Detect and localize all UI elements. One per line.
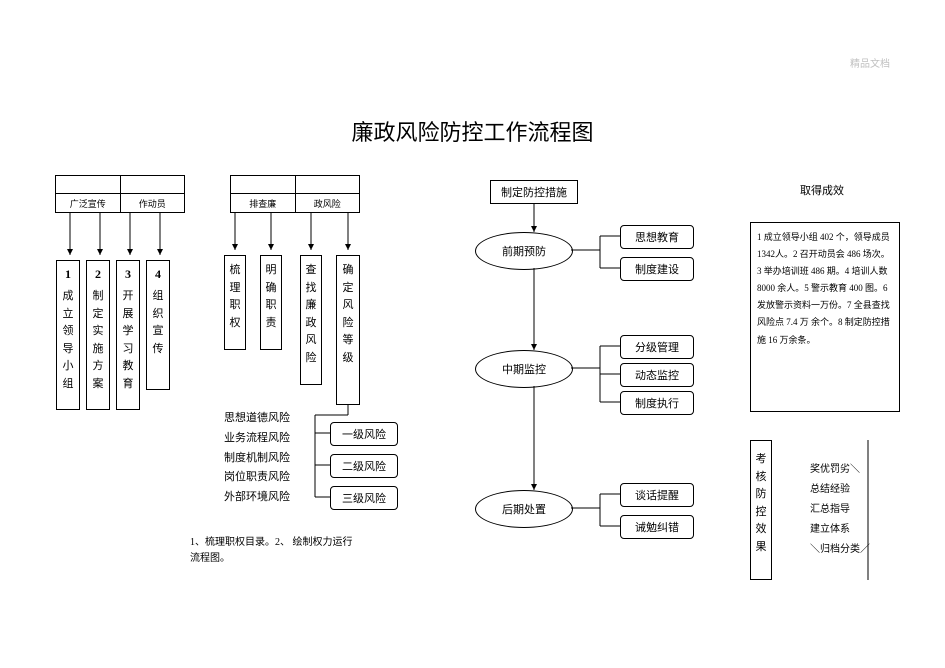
top-left-table: 广泛宣传作动员 — [55, 175, 185, 213]
risk-type: 思想道德风险 — [224, 409, 290, 429]
cell: 广泛宣传 — [56, 194, 121, 212]
cell — [56, 176, 121, 194]
right-info-block: 1 成立领导小组 402 个，领导成员 1342人。2 召开动员会 486 场次… — [750, 222, 900, 412]
stage-item: 诫勉纠错 — [620, 515, 694, 539]
stage-ellipse: 后期处置 — [475, 490, 573, 528]
right-notes: 奖优罚劣＼ 总结经验 汇总指导 建立体系 ＼归档分类／ — [810, 460, 870, 560]
num: 3 — [125, 267, 131, 282]
stage-item: 分级管理 — [620, 335, 694, 359]
phase2-box: 查找廉政风险 — [300, 255, 322, 385]
phase2-box: 明确职责 — [260, 255, 282, 350]
label: 组织宣传 — [153, 288, 164, 358]
stage-item: 思想教育 — [620, 225, 694, 249]
top-mid-table: 排查廉政风险 — [230, 175, 360, 213]
num: 4 — [155, 267, 161, 282]
right-note: 总结经验 — [810, 480, 870, 500]
right-note: 奖优罚劣＼ — [810, 460, 870, 480]
phase1-box: 2 制定实施方案 — [86, 260, 110, 410]
cell — [231, 176, 296, 194]
bottom-note: 1、梳理职权目录。2、 绘制权力运行流程图。 — [190, 535, 360, 567]
label: 确定风险等级 — [343, 262, 354, 368]
right-vbox: 考核防控效果 — [750, 440, 772, 580]
num: 1 — [65, 267, 71, 282]
right-note: 建立体系 — [810, 520, 870, 540]
label: 制定实施方案 — [93, 288, 104, 394]
label: 考核防控效果 — [756, 451, 767, 557]
label: 查找廉政风险 — [306, 262, 317, 368]
risk-level-box: 三级风险 — [330, 486, 398, 510]
watermark: 精品文档 — [850, 55, 890, 70]
phase1-box: 4 组织宣传 — [146, 260, 170, 390]
risk-type: 业务流程风险 — [224, 429, 290, 449]
risk-types: 思想道德风险 业务流程风险 制度机制风险 岗位职责风险 外部环境风险 — [224, 409, 290, 508]
phase2-box: 梳理职权 — [224, 255, 246, 350]
cell — [296, 176, 360, 194]
stage-ellipse: 中期监控 — [475, 350, 573, 388]
right-note: 汇总指导 — [810, 500, 870, 520]
page-title: 廉政风险防控工作流程图 — [0, 115, 945, 147]
stage-item: 制度建设 — [620, 257, 694, 281]
cell — [121, 176, 185, 194]
risk-level-box: 二级风险 — [330, 454, 398, 478]
label: 梳理职权 — [230, 262, 241, 332]
right-note: ＼归档分类／ — [810, 540, 870, 560]
phase2-box: 确定风险等级 — [336, 255, 360, 405]
num: 2 — [95, 267, 101, 282]
cell: 作动员 — [121, 194, 185, 212]
risk-type: 岗位职责风险 — [224, 468, 290, 488]
cell: 政风险 — [296, 194, 360, 212]
stage-item: 谈话提醒 — [620, 483, 694, 507]
phase1-box: 3 开展学习教育 — [116, 260, 140, 410]
cell: 排查廉 — [231, 194, 296, 212]
label: 开展学习教育 — [123, 288, 134, 394]
flow-top-box: 制定防控措施 — [490, 180, 578, 204]
risk-type: 外部环境风险 — [224, 488, 290, 508]
label: 成立领导小组 — [63, 288, 74, 394]
right-top-title: 取得成效 — [800, 182, 844, 198]
stage-item: 动态监控 — [620, 363, 694, 387]
stage-ellipse: 前期预防 — [475, 232, 573, 270]
label: 明确职责 — [266, 262, 277, 332]
risk-level-box: 一级风险 — [330, 422, 398, 446]
risk-type: 制度机制风险 — [224, 449, 290, 469]
stage-item: 制度执行 — [620, 391, 694, 415]
phase1-box: 1 成立领导小组 — [56, 260, 80, 410]
